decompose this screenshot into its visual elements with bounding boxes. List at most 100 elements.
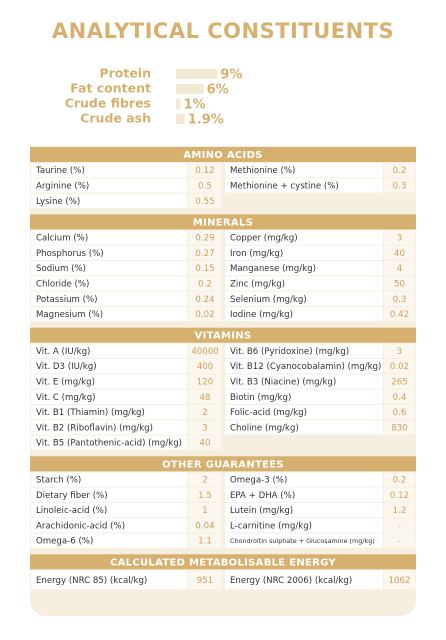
- value-cell: [188, 276, 222, 291]
- name-cell: [31, 570, 187, 590]
- cell-value: 3: [202, 423, 207, 433]
- cell-name: Manganese (mg/kg): [230, 264, 316, 274]
- section-header: [30, 214, 416, 230]
- cell-value: 0.6: [393, 408, 407, 418]
- name-cell: [225, 533, 383, 548]
- value-cell: [188, 570, 222, 590]
- name-cell: [31, 420, 187, 435]
- cell-value: 120: [197, 377, 213, 387]
- cell-value: 4: [397, 264, 402, 274]
- cell-value: 3: [397, 234, 402, 244]
- name-cell: [225, 230, 383, 245]
- name-cell: [225, 389, 383, 404]
- value-cell: [188, 389, 222, 404]
- value-cell: [384, 487, 415, 502]
- cell-name: Copper (mg/kg): [230, 234, 298, 244]
- cell-name: Lutein (mg/kg): [230, 506, 293, 516]
- value-cell: [188, 245, 222, 260]
- section-title: CALCULATED METABOLISABLE ENERGY: [110, 557, 336, 568]
- cell-name: Sodium (%): [36, 264, 86, 274]
- cell-name: Taurine (%): [35, 166, 85, 176]
- value-cell: [188, 435, 222, 450]
- name-cell: [31, 374, 187, 389]
- cell-name: Vit. B12 (Cyanocobalamin) (mg/kg): [230, 362, 381, 372]
- cell-name: Choline (mg/kg): [230, 423, 299, 433]
- cell-name: Chloride (%): [36, 279, 89, 289]
- name-cell: [31, 343, 187, 358]
- cell-value: -: [398, 537, 401, 547]
- value-cell: [188, 178, 222, 193]
- value-cell: [384, 420, 415, 435]
- constituent-bar: [176, 84, 204, 94]
- value-cell: [188, 374, 222, 389]
- cell-name: Chondroïtin sulphate + Glucosamine (mg/k…: [230, 537, 375, 545]
- constituent-bar: [176, 69, 218, 79]
- constituent-bar: [176, 99, 181, 109]
- value-cell: [384, 472, 415, 487]
- cell-name: Vit. B3 (Niacine) (mg/kg): [230, 377, 336, 387]
- value-cell: [384, 230, 415, 245]
- name-cell: [225, 245, 383, 260]
- cell-name: Selenium (mg/kg): [230, 295, 307, 305]
- cell-value: 1.1: [198, 537, 212, 547]
- cell-value: 0.55: [195, 197, 214, 207]
- section-header: [30, 147, 416, 162]
- cell-name: Potassium (%): [36, 295, 98, 305]
- value-cell: [384, 518, 415, 533]
- cell-name: Folic-acid (mg/kg): [230, 408, 307, 418]
- cell-name: Energy (NRC 2006) (kcal/kg): [230, 576, 352, 586]
- constituent-label: Crude ash: [80, 111, 151, 126]
- constituent-value: 1%: [184, 98, 206, 113]
- cell-value: 1062: [389, 576, 411, 586]
- value-cell: [188, 230, 222, 245]
- constituent-value: 9%: [220, 68, 242, 83]
- name-cell: [31, 163, 187, 178]
- cell-name: Vit. A (IU/kg): [36, 347, 90, 357]
- name-cell: [225, 291, 383, 306]
- constituent-label: Fat content: [70, 81, 151, 96]
- name-cell: [31, 389, 187, 404]
- cell-value: 2: [202, 475, 207, 485]
- value-cell: [384, 245, 415, 260]
- value-cell: [188, 306, 222, 322]
- cell-value: 0.24: [195, 295, 214, 305]
- cell-value: 0.12: [195, 166, 214, 176]
- constituent-bar: [176, 114, 185, 124]
- cell-value: 1: [202, 506, 207, 516]
- value-cell: [188, 533, 222, 548]
- name-cell: [31, 261, 187, 276]
- value-cell: [384, 404, 415, 420]
- name-cell: [31, 276, 187, 291]
- value-cell: [188, 193, 222, 208]
- cell-value: 0.5: [198, 181, 212, 191]
- section-title: OTHER GUARANTEES: [162, 459, 284, 470]
- cell-name: Iodine (mg/kg): [230, 310, 293, 320]
- name-cell: [31, 487, 187, 502]
- name-cell: [31, 306, 187, 322]
- value-cell: [384, 359, 415, 374]
- value-cell: [188, 404, 222, 420]
- name-cell: [31, 435, 187, 450]
- value-cell: [384, 374, 415, 389]
- cell-name: Vit. B5 (Pantothenic-acid) (mg/kg): [36, 439, 182, 449]
- name-cell: [31, 518, 187, 533]
- cell-value: 0.12: [390, 491, 409, 501]
- name-cell: [31, 291, 187, 306]
- cell-value: 0.02: [195, 310, 214, 320]
- value-cell: [188, 291, 222, 306]
- cell-value: 50: [394, 279, 405, 289]
- value-cell: [384, 276, 415, 291]
- name-cell: [225, 374, 383, 389]
- value-cell: [188, 472, 222, 487]
- name-cell: [31, 502, 187, 518]
- cell-name: Energy (NRC 85) (kcal/kg): [36, 576, 147, 586]
- cell-name: Arginine (%): [36, 181, 89, 191]
- cell-name: Zinc (mg/kg): [230, 279, 285, 289]
- name-cell: [225, 518, 383, 533]
- value-cell: [188, 343, 222, 358]
- title: ANALYTICAL CONSTITUENTS: [52, 19, 394, 43]
- name-cell: [225, 472, 383, 487]
- name-cell: [31, 245, 187, 260]
- cell-name: Iron (mg/kg): [230, 249, 283, 259]
